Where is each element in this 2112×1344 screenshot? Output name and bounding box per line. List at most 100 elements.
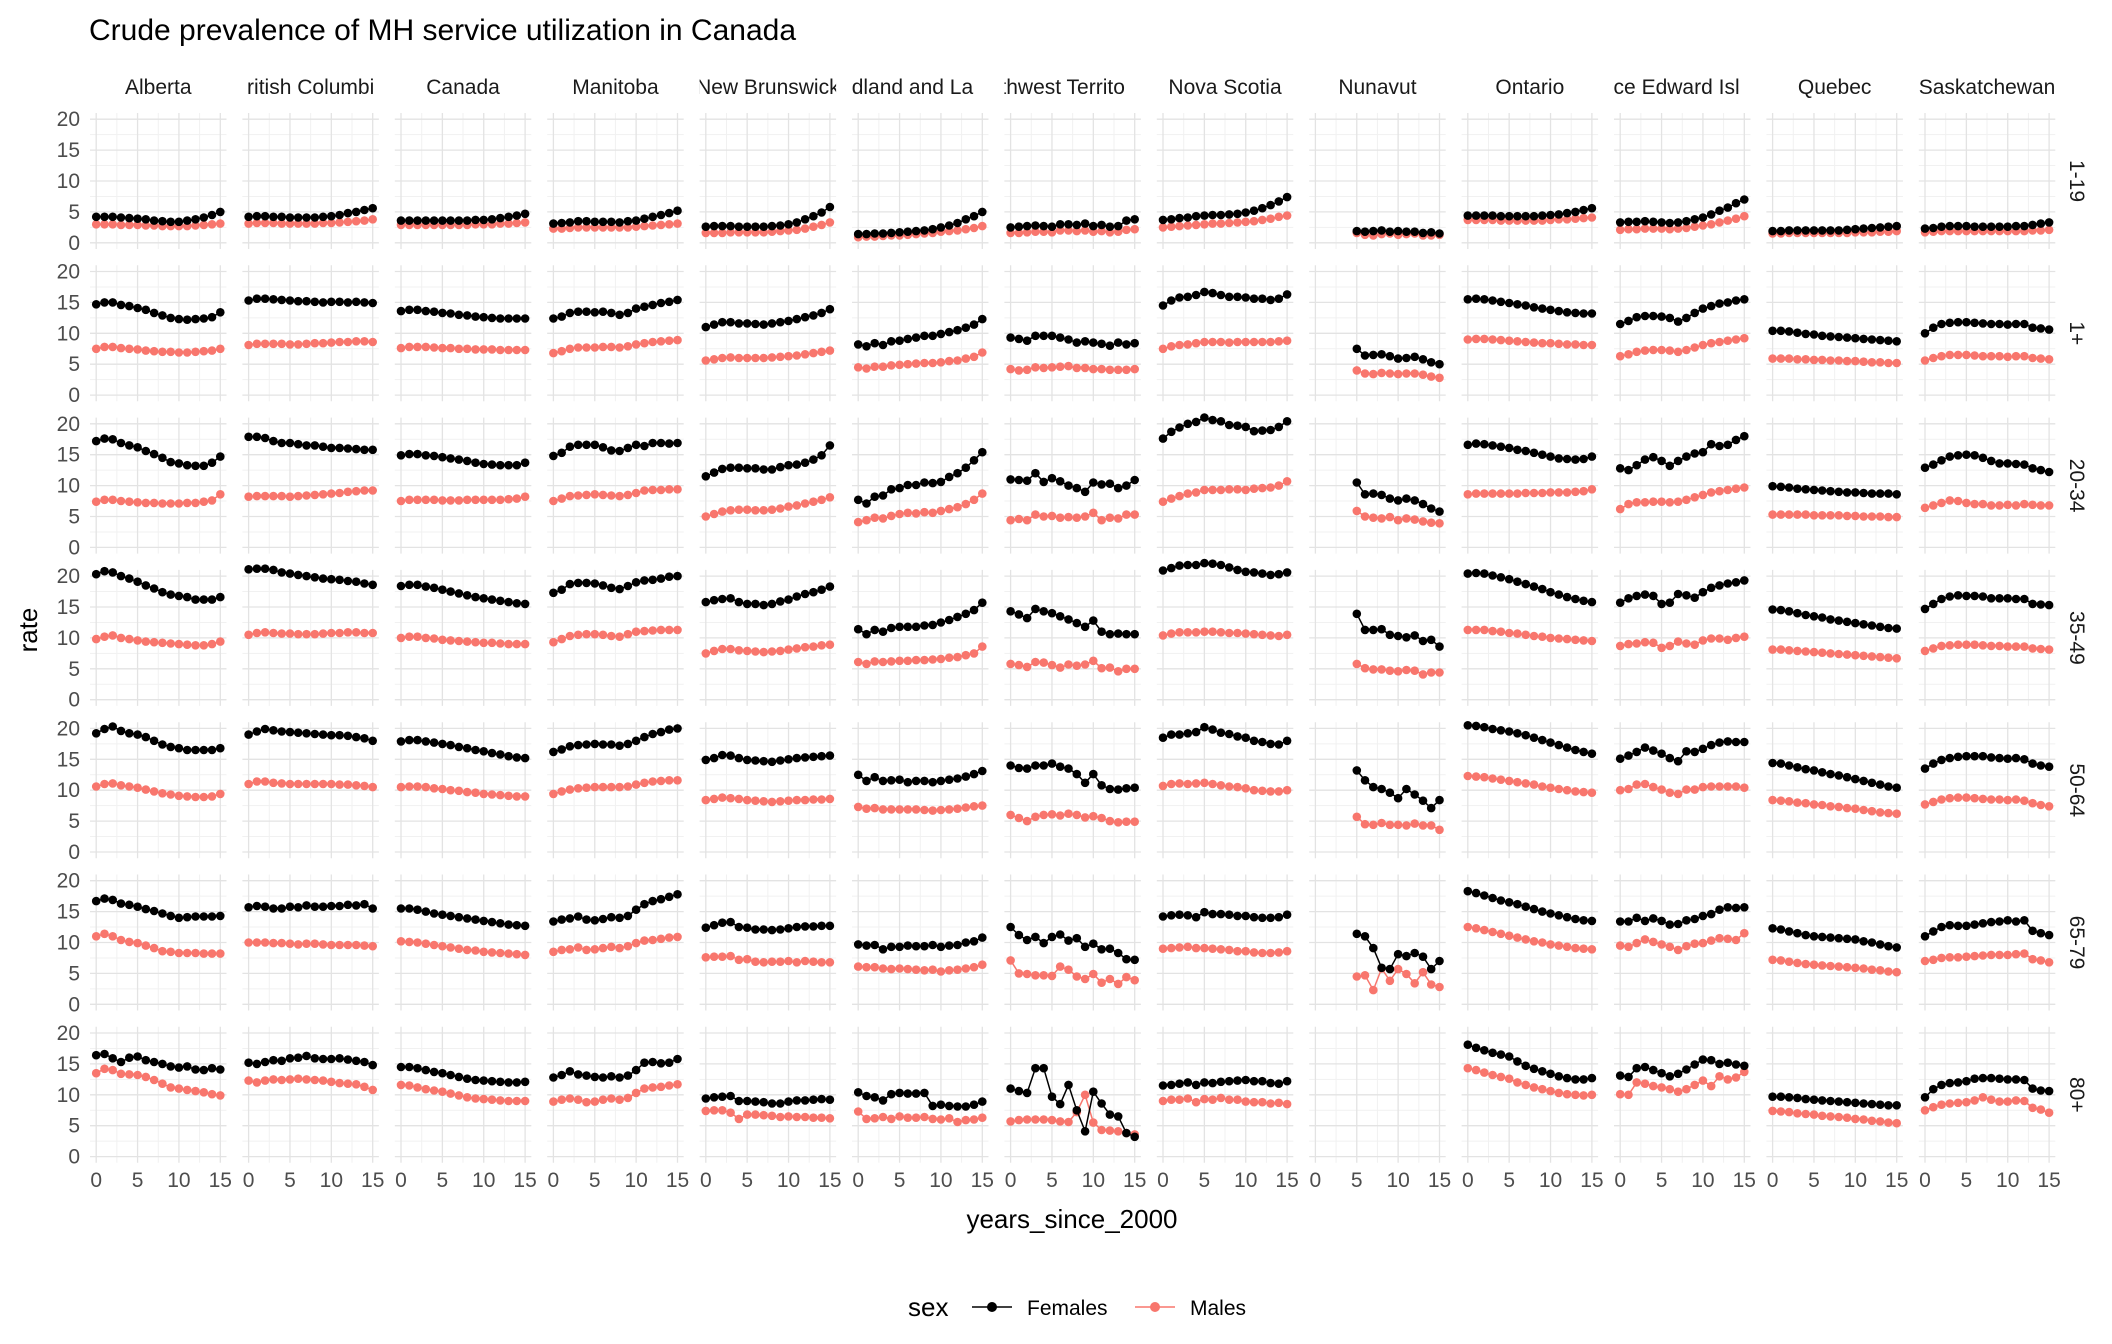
point-males — [590, 343, 600, 352]
point-females — [1723, 1058, 1733, 1067]
point-females — [343, 576, 353, 586]
point-females — [1892, 624, 1901, 633]
point-males — [1266, 631, 1275, 640]
point-males — [1113, 818, 1123, 827]
point-males — [166, 1083, 175, 1092]
point-males — [351, 781, 361, 790]
point-females — [1723, 903, 1733, 912]
point-males — [100, 342, 109, 352]
point-males — [1698, 938, 1708, 948]
point-females — [446, 740, 455, 750]
point-females — [1640, 311, 1650, 321]
point-males — [751, 647, 760, 656]
point-females — [1579, 747, 1588, 757]
point-females — [1851, 618, 1860, 628]
point-females — [269, 436, 278, 446]
point-males — [302, 939, 311, 948]
point-males — [446, 785, 455, 795]
point-males — [1241, 337, 1250, 347]
point-males — [1986, 950, 1996, 960]
point-females — [936, 329, 946, 339]
point-females — [1826, 226, 1835, 235]
point-females — [293, 439, 303, 449]
point-females — [207, 595, 217, 604]
point-females — [1471, 721, 1481, 731]
point-females — [1809, 485, 1819, 495]
point-females — [759, 925, 768, 934]
point-males — [244, 492, 253, 502]
point-females — [1072, 769, 1082, 779]
strip-label-canada: Canada — [426, 76, 500, 99]
point-females — [368, 580, 378, 590]
point-males — [817, 958, 826, 967]
point-males — [1529, 631, 1539, 641]
point-males — [1233, 337, 1242, 347]
point-males — [598, 782, 608, 792]
point-females — [1039, 761, 1048, 770]
point-females — [565, 442, 575, 452]
point-females — [293, 1053, 303, 1062]
point-males — [1022, 662, 1032, 672]
point-females — [1031, 761, 1040, 770]
point-males — [800, 499, 810, 508]
point-males — [1167, 222, 1176, 231]
y-tick-label: 15 — [57, 139, 80, 162]
point-males — [1649, 345, 1658, 355]
point-males — [1031, 363, 1040, 372]
point-females — [496, 314, 505, 323]
point-females — [479, 1076, 489, 1085]
point-females — [631, 736, 641, 746]
point-males — [792, 225, 802, 235]
x-tick-label: 0 — [1614, 1169, 1626, 1192]
point-females — [199, 745, 209, 755]
point-females — [141, 215, 151, 224]
point-females — [1776, 759, 1786, 768]
point-males — [1426, 821, 1436, 830]
point-females — [1418, 636, 1428, 646]
point-females — [1426, 803, 1436, 813]
point-females — [1690, 914, 1699, 924]
point-females — [800, 589, 810, 599]
point-females — [809, 455, 818, 464]
point-females — [1587, 452, 1597, 461]
point-females — [825, 1095, 835, 1104]
point-males — [269, 778, 278, 788]
point-males — [1657, 785, 1666, 794]
point-males — [1740, 333, 1749, 343]
point-females — [1571, 745, 1580, 755]
point-males — [269, 339, 278, 349]
point-females — [1463, 295, 1473, 304]
point-females — [825, 304, 835, 314]
point-males — [742, 646, 752, 656]
point-females — [607, 583, 616, 593]
point-females — [1224, 420, 1234, 430]
point-females — [216, 452, 225, 461]
point-males — [108, 631, 117, 640]
point-females — [158, 909, 167, 918]
point-males — [1809, 960, 1819, 969]
point-females — [1970, 920, 1979, 929]
point-females — [396, 216, 406, 225]
point-females — [656, 1059, 666, 1068]
point-males — [1072, 661, 1082, 670]
point-females — [1673, 218, 1683, 227]
point-females — [1352, 226, 1362, 236]
point-females — [1130, 475, 1139, 485]
point-females — [285, 213, 295, 222]
point-males — [1851, 1114, 1860, 1124]
point-males — [936, 654, 946, 664]
point-females — [108, 895, 117, 905]
series-line-females — [1924, 453, 2050, 473]
point-males — [1929, 1102, 1938, 1112]
point-males — [1768, 510, 1777, 519]
point-females — [1105, 479, 1115, 489]
point-males — [1892, 654, 1901, 663]
point-females — [1352, 609, 1362, 619]
point-females — [870, 492, 879, 502]
point-males — [1282, 1099, 1292, 1109]
point-females — [1776, 482, 1786, 492]
series-line-females — [1620, 906, 1745, 926]
point-females — [429, 1067, 439, 1077]
point-females — [1158, 912, 1168, 921]
point-females — [817, 921, 826, 931]
